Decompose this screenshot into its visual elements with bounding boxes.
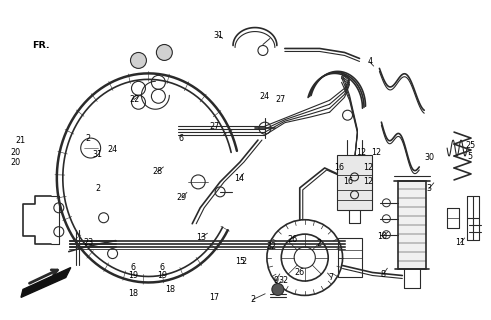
Text: 4: 4	[367, 57, 372, 66]
Text: FR.: FR.	[32, 41, 50, 50]
Text: 20: 20	[11, 158, 21, 167]
Text: 18: 18	[164, 284, 175, 293]
Text: 6: 6	[178, 134, 184, 143]
Text: 32: 32	[267, 242, 277, 251]
Text: 20: 20	[11, 148, 21, 157]
Text: 27: 27	[275, 95, 286, 104]
Text: 21: 21	[16, 136, 26, 145]
Text: 31: 31	[93, 150, 103, 159]
Text: 12: 12	[356, 148, 366, 157]
Bar	[338, 238, 362, 277]
Bar	[398, 181, 426, 268]
Text: 26: 26	[287, 235, 298, 244]
Text: 12: 12	[364, 163, 374, 172]
Polygon shape	[21, 268, 71, 297]
Text: 11: 11	[456, 238, 465, 247]
Text: 26: 26	[294, 268, 304, 277]
Text: 22: 22	[129, 95, 139, 104]
Text: 8: 8	[381, 269, 386, 279]
Bar	[337, 155, 373, 210]
Text: 16: 16	[334, 163, 344, 172]
Text: 17: 17	[209, 292, 219, 301]
Text: 15: 15	[236, 258, 246, 267]
Text: 16: 16	[343, 177, 353, 186]
Text: 13: 13	[196, 233, 207, 242]
Text: 32: 32	[278, 276, 289, 285]
Text: 2: 2	[316, 239, 322, 248]
Text: 9: 9	[273, 276, 278, 285]
Text: 7: 7	[328, 273, 333, 282]
Text: 23: 23	[83, 238, 93, 247]
Text: 19: 19	[128, 271, 138, 280]
Text: 12: 12	[372, 148, 382, 157]
Text: 18: 18	[128, 289, 138, 298]
Text: 29: 29	[177, 193, 187, 202]
Text: 19: 19	[157, 271, 167, 280]
Text: 31: 31	[213, 31, 223, 40]
Text: 6: 6	[131, 263, 136, 272]
Circle shape	[131, 52, 146, 68]
Text: 12: 12	[364, 177, 374, 186]
Text: 5: 5	[468, 152, 473, 161]
Text: 3: 3	[426, 184, 431, 193]
Text: 27: 27	[209, 122, 219, 132]
Text: 24: 24	[108, 145, 117, 154]
Circle shape	[157, 44, 172, 60]
Text: 6: 6	[160, 263, 165, 272]
Text: 24: 24	[259, 92, 269, 101]
Text: 14: 14	[235, 174, 245, 183]
Text: 2: 2	[250, 295, 255, 304]
Text: 2: 2	[95, 184, 101, 193]
Text: 10: 10	[378, 232, 387, 241]
Text: 25: 25	[465, 141, 475, 150]
Text: 28: 28	[152, 167, 163, 176]
Text: 30: 30	[424, 153, 435, 162]
Circle shape	[272, 284, 284, 295]
Text: 2: 2	[241, 258, 246, 267]
Text: 2: 2	[85, 134, 91, 143]
